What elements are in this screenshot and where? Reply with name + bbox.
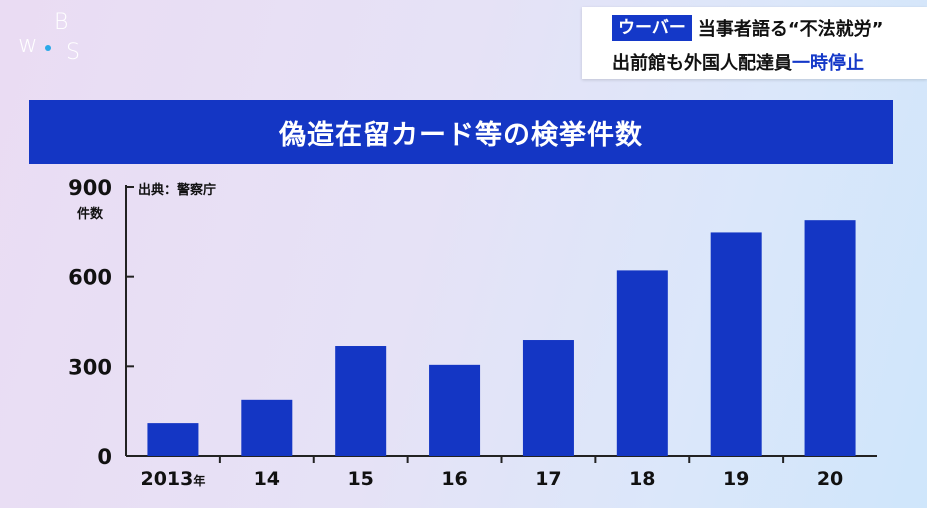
- y-tick-label: 0: [97, 445, 112, 469]
- chart-bars: [147, 220, 856, 456]
- x-tick-label: 16: [441, 468, 467, 490]
- logo-dot: [45, 45, 51, 51]
- ticker-line-1: ウーバー 当事者語る“不法就労”: [612, 15, 884, 41]
- bar-18: [616, 270, 668, 456]
- x-tick-label: 18: [629, 468, 655, 490]
- bar-19: [710, 232, 762, 456]
- logo-letter-s: S: [66, 40, 80, 65]
- chart-title-banner: 偽造在留カード等の検挙件数: [29, 100, 893, 164]
- x-tick-label: 17: [535, 468, 561, 490]
- x-tick-label: 20: [817, 468, 843, 490]
- chart-labels: 0 300 600 900 2013年 14 15 16 17 18 19 20: [68, 176, 843, 490]
- chart-source: 出典：警察庁: [138, 182, 216, 198]
- chart-axes: [125, 185, 877, 463]
- y-tick-label: 900: [68, 176, 112, 200]
- ticker-tag: ウーバー: [612, 15, 692, 41]
- wbs-logo: w B S: [14, 10, 94, 70]
- news-ticker: ウーバー 当事者語る“不法就労” 出前館も外国人配達員一時停止: [582, 7, 927, 79]
- x-tick-label: 14: [254, 468, 280, 490]
- chart-title: 偽造在留カード等の検挙件数: [279, 119, 643, 151]
- y-axis-unit: 件数: [77, 206, 104, 222]
- x-tick-label-suffix: 年: [193, 473, 205, 488]
- logo-letter-w: w: [18, 30, 38, 58]
- ticker-line2-highlight: 一時停止: [792, 53, 864, 74]
- x-tick-label: 15: [347, 468, 373, 490]
- bar-15: [335, 346, 387, 456]
- bar-16: [429, 364, 481, 456]
- y-tick-label: 300: [68, 355, 112, 379]
- bar-2013: [147, 423, 199, 456]
- y-tick-label: 600: [68, 266, 112, 290]
- bar-14: [241, 399, 293, 456]
- x-tick-label: 2013年: [140, 468, 205, 490]
- ticker-headline: 当事者語る“不法就労”: [697, 19, 884, 40]
- x-tick-label: 19: [723, 468, 749, 490]
- logo-letter-b: B: [54, 10, 69, 35]
- bar-17: [522, 340, 574, 456]
- ticker-line2-prefix: 出前館も外国人配達員: [612, 53, 792, 74]
- ticker-line-2: 出前館も外国人配達員一時停止: [612, 49, 864, 75]
- bar-20: [804, 220, 856, 456]
